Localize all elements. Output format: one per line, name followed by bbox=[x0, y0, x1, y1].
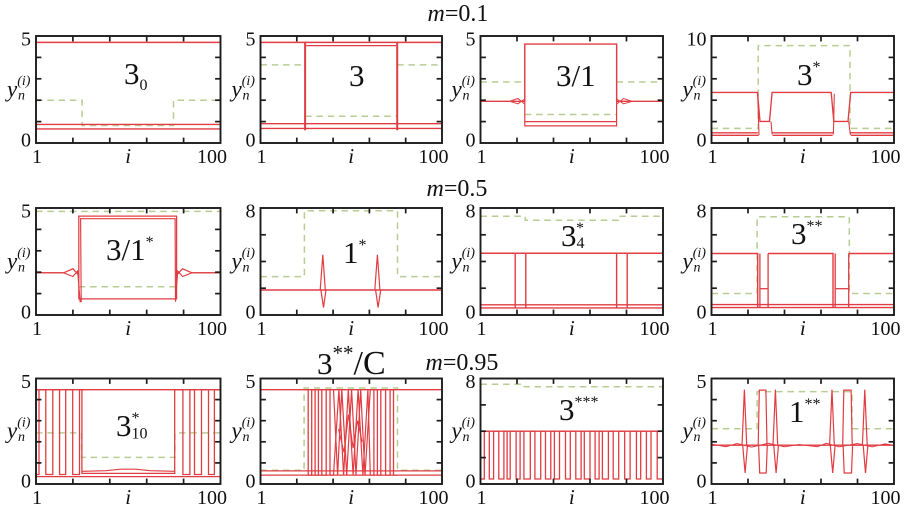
svg-text:i: i bbox=[348, 485, 354, 509]
svg-text:i: i bbox=[569, 485, 575, 509]
svg-text:0: 0 bbox=[21, 130, 31, 152]
svg-text:i: i bbox=[125, 316, 131, 340]
svg-text:8: 8 bbox=[466, 201, 476, 223]
svg-text:1: 1 bbox=[32, 487, 42, 509]
svg-text:100: 100 bbox=[197, 146, 227, 168]
svg-text:100: 100 bbox=[640, 318, 670, 340]
svg-text:i: i bbox=[800, 144, 806, 168]
svg-text:5: 5 bbox=[21, 201, 31, 223]
svg-text:5: 5 bbox=[246, 29, 256, 51]
svg-text:i: i bbox=[569, 144, 575, 168]
svg-text:0: 0 bbox=[246, 130, 256, 152]
svg-text:34*: 34* bbox=[561, 218, 585, 253]
svg-text:100: 100 bbox=[871, 146, 901, 168]
svg-text:5: 5 bbox=[466, 29, 476, 51]
svg-text:100: 100 bbox=[419, 146, 449, 168]
svg-text:100: 100 bbox=[419, 318, 449, 340]
svg-text:m=0.5: m=0.5 bbox=[427, 176, 488, 202]
svg-text:0: 0 bbox=[466, 302, 476, 324]
svg-text:1: 1 bbox=[477, 487, 487, 509]
svg-text:100: 100 bbox=[197, 318, 227, 340]
svg-text:y(i)n: y(i) n bbox=[681, 74, 707, 104]
svg-text:i: i bbox=[125, 144, 131, 168]
svg-text:5: 5 bbox=[21, 29, 31, 51]
svg-text:10: 10 bbox=[687, 29, 707, 51]
svg-text:i: i bbox=[125, 485, 131, 509]
svg-text:1: 1 bbox=[708, 318, 718, 340]
svg-text:1: 1 bbox=[257, 146, 267, 168]
svg-text:3: 3 bbox=[349, 58, 365, 93]
svg-text:1: 1 bbox=[477, 318, 487, 340]
svg-text:0: 0 bbox=[466, 130, 476, 152]
svg-text:1: 1 bbox=[32, 318, 42, 340]
svg-text:i: i bbox=[348, 144, 354, 168]
svg-text:100: 100 bbox=[197, 487, 227, 509]
svg-text:5: 5 bbox=[21, 371, 31, 393]
svg-text:0: 0 bbox=[21, 471, 31, 493]
svg-text:100: 100 bbox=[419, 487, 449, 509]
svg-text:0: 0 bbox=[21, 302, 31, 324]
svg-text:1: 1 bbox=[257, 487, 267, 509]
svg-text:i: i bbox=[800, 316, 806, 340]
svg-text:8: 8 bbox=[697, 201, 707, 223]
svg-text:1: 1 bbox=[708, 487, 718, 509]
svg-text:m=0.1: m=0.1 bbox=[428, 1, 489, 27]
svg-text:100: 100 bbox=[640, 487, 670, 509]
svg-text:0: 0 bbox=[697, 130, 707, 152]
svg-text:m=0.95: m=0.95 bbox=[426, 350, 499, 376]
svg-text:0: 0 bbox=[246, 302, 256, 324]
svg-text:i: i bbox=[800, 485, 806, 509]
svg-text:y(i)n: y(i) n bbox=[450, 74, 476, 104]
svg-text:8: 8 bbox=[466, 371, 476, 393]
svg-text:100: 100 bbox=[871, 487, 901, 509]
svg-text:i: i bbox=[348, 316, 354, 340]
svg-text:1: 1 bbox=[477, 146, 487, 168]
svg-text:y(i)n: y(i) n bbox=[450, 416, 476, 446]
svg-text:i: i bbox=[569, 316, 575, 340]
svg-text:0: 0 bbox=[466, 471, 476, 493]
svg-text:0: 0 bbox=[246, 471, 256, 493]
svg-text:1: 1 bbox=[32, 146, 42, 168]
svg-text:3/1: 3/1 bbox=[556, 58, 596, 93]
svg-text:1: 1 bbox=[708, 146, 718, 168]
svg-text:100: 100 bbox=[871, 318, 901, 340]
svg-text:5: 5 bbox=[246, 371, 256, 393]
svg-text:5: 5 bbox=[697, 371, 707, 393]
svg-text:0: 0 bbox=[697, 471, 707, 493]
svg-text:1: 1 bbox=[257, 318, 267, 340]
svg-text:100: 100 bbox=[640, 146, 670, 168]
svg-text:0: 0 bbox=[697, 302, 707, 324]
svg-text:8: 8 bbox=[246, 201, 256, 223]
